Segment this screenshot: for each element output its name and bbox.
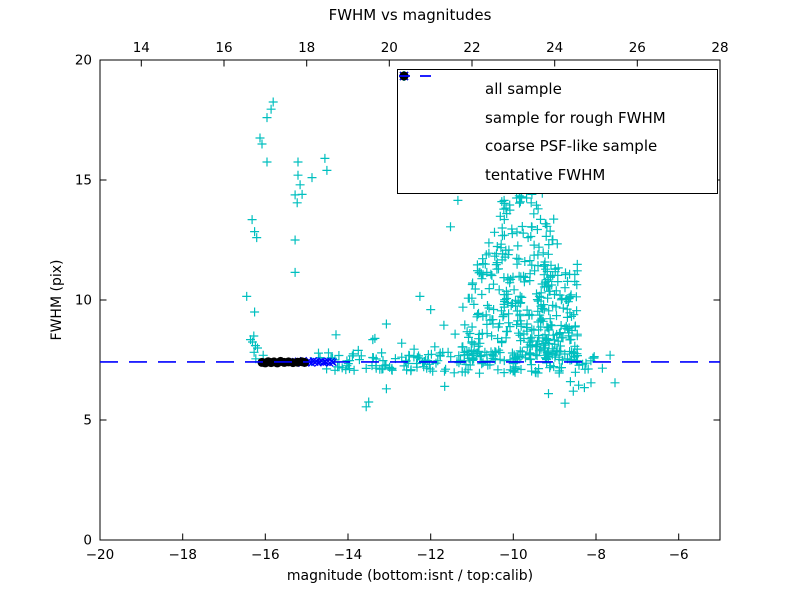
x-bottom-tick-label: −6	[669, 547, 689, 563]
legend: all sample sample for rough FWHM coarse …	[397, 69, 718, 194]
x-axis-label: magnitude (bottom:isnt / top:calib)	[286, 568, 534, 584]
x-top-tick-label: 22	[463, 40, 480, 56]
legend-label: tentative FWHM	[485, 165, 606, 184]
legend-item-rough-fwhm: sample for rough FWHM	[398, 71, 717, 133]
chart-title: FWHM vs magnitudes	[328, 6, 492, 24]
x-bottom-tick-label: −18	[168, 547, 197, 563]
x-top-tick-label: 24	[546, 40, 563, 56]
scatter-all-sample	[242, 97, 620, 412]
x-bottom-tick-label: −10	[499, 547, 528, 563]
legend-label: sample for rough FWHM	[485, 108, 666, 127]
y-tick-label: 15	[75, 173, 92, 189]
y-tick-label: 5	[83, 413, 92, 429]
x-top-tick-label: 16	[215, 40, 232, 56]
x-bottom-tick-label: −8	[586, 547, 606, 563]
y-tick-label: 20	[75, 53, 92, 69]
legend-label: all sample	[485, 80, 562, 99]
legend-item-all-sample: all sample	[398, 71, 717, 104]
x-top-tick-label: 20	[381, 40, 398, 56]
x-bottom-tick-label: −16	[251, 547, 280, 563]
x-top-tick-label: 18	[298, 40, 315, 56]
x-top-tick-label: 26	[629, 40, 646, 56]
legend-item-tentative-fwhm: tentative FWHM	[398, 75, 717, 190]
legend-item-psf-sample: coarse PSF-like sample	[398, 71, 717, 161]
x-top-tick-label: 14	[133, 40, 150, 56]
x-bottom-tick-label: −14	[334, 547, 363, 563]
x-bottom-tick-label: −20	[86, 547, 115, 563]
y-tick-label: 10	[75, 293, 92, 309]
y-axis-label: FWHM (pix)	[49, 259, 65, 341]
y-tick-label: 0	[83, 533, 92, 549]
x-top-tick-label: 28	[711, 40, 728, 56]
x-bottom-tick-label: −12	[416, 547, 445, 563]
legend-label: coarse PSF-like sample	[485, 137, 658, 156]
